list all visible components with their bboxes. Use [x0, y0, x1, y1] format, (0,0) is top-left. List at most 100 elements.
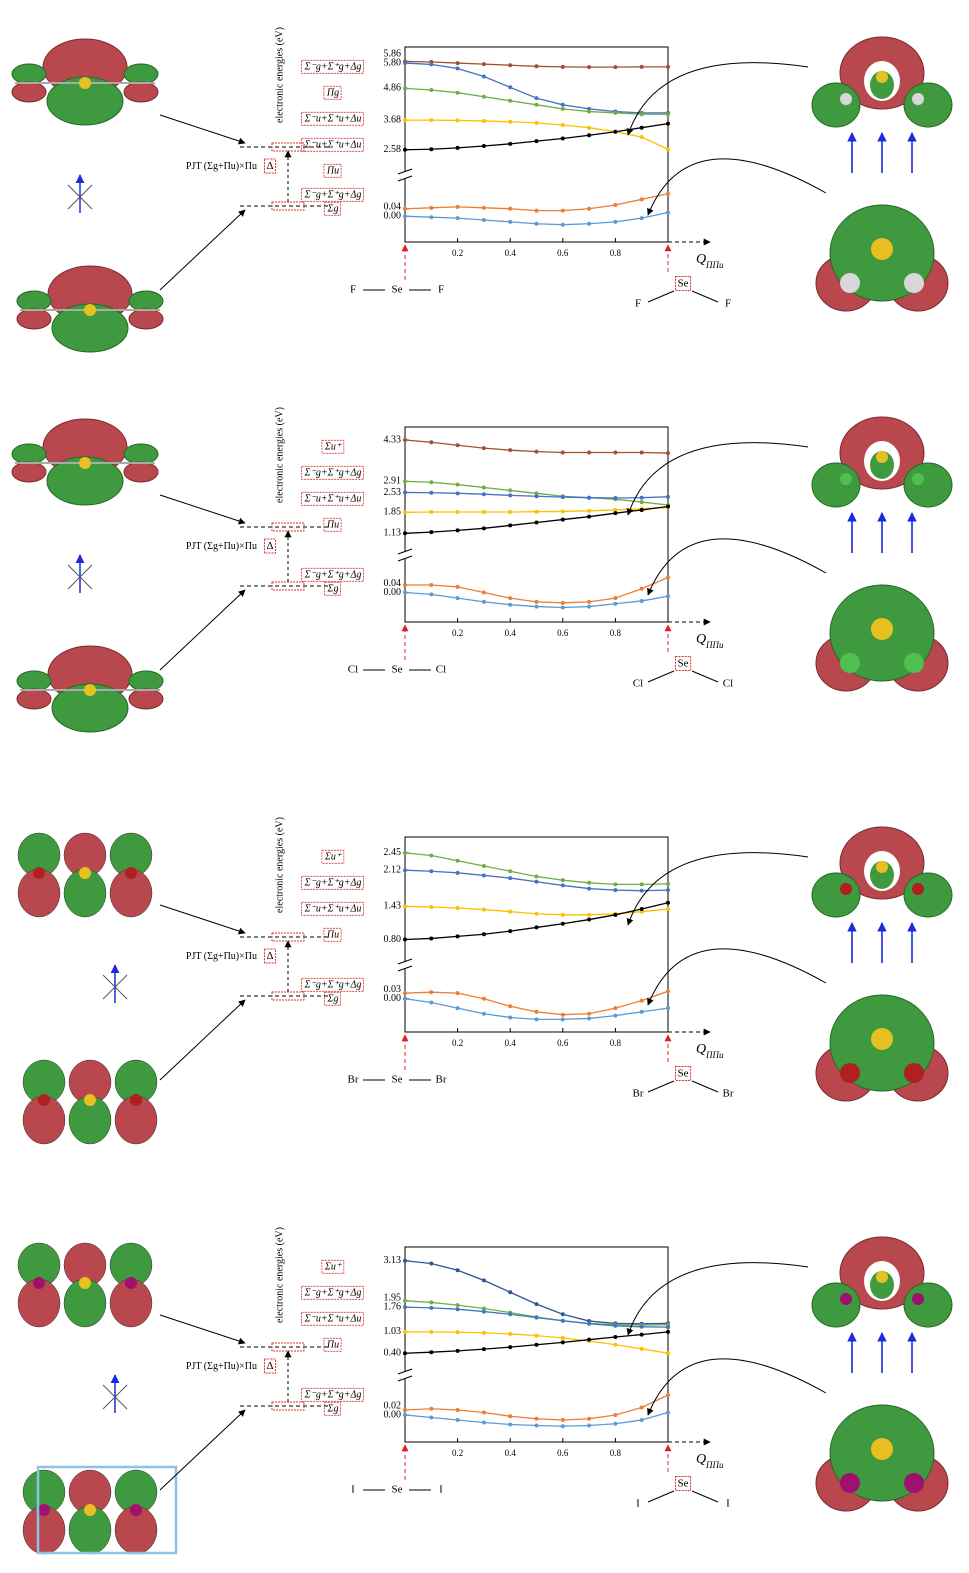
data-point [482, 1421, 486, 1425]
data-point [666, 594, 670, 598]
data-point [535, 1334, 539, 1338]
data-point [666, 192, 670, 196]
data-point [456, 528, 460, 532]
x-tick-label: 0.8 [610, 248, 622, 258]
orbital-lobe [904, 83, 952, 127]
pointer-arrow [160, 905, 245, 933]
pointer-arrow [160, 115, 245, 143]
state-label: Σ⁻u+Σ⁺u+Δu [304, 113, 362, 124]
data-point [587, 887, 591, 891]
data-point [535, 510, 539, 514]
data-point [429, 440, 433, 444]
data-point [429, 869, 433, 873]
atom-label: Se [678, 658, 689, 670]
pointer-arrow [160, 1000, 245, 1080]
x-tick-label: 0.2 [452, 1448, 463, 1458]
atom-label: Br [633, 1088, 644, 1100]
data-point [613, 496, 617, 500]
atom-label: F [725, 298, 731, 310]
data-point [587, 451, 591, 455]
data-point [456, 906, 460, 910]
data-point [482, 75, 486, 79]
data-point [508, 510, 512, 514]
atom-label: Br [723, 1088, 734, 1100]
data-point [429, 1416, 433, 1420]
data-point [561, 922, 565, 926]
curved-arrow [648, 539, 826, 595]
data-point [535, 521, 539, 525]
atom [912, 93, 924, 105]
state-label: Σ⁻u+Σ⁺u+Δu [304, 139, 362, 150]
data-point [403, 868, 407, 872]
x-tick-label: 0.4 [505, 1038, 517, 1048]
data-point [640, 907, 644, 911]
atom-label: Se [678, 1478, 689, 1490]
data-point [640, 65, 644, 69]
atom [79, 77, 91, 89]
atom [84, 1504, 96, 1516]
atom [912, 883, 924, 895]
orbital-lobe [17, 309, 51, 329]
data-point [640, 1347, 644, 1351]
data-point [535, 1017, 539, 1021]
y-tick-label: 2.12 [384, 864, 402, 875]
plot-frame [405, 47, 668, 242]
data-point [535, 880, 539, 884]
data-point [482, 864, 486, 868]
data-point [561, 107, 565, 111]
data-point [508, 1016, 512, 1020]
data-point [482, 218, 486, 222]
data-point [403, 997, 407, 1001]
data-point [403, 1330, 407, 1334]
series-line [405, 1395, 668, 1420]
data-point [508, 120, 512, 124]
data-point [456, 934, 460, 938]
x-axis-label-sub: ΠΠu [705, 1050, 724, 1060]
y-tick-label: 3.68 [384, 114, 402, 125]
data-point [429, 206, 433, 210]
atom [876, 451, 888, 463]
series-line [405, 853, 668, 885]
data-point [587, 207, 591, 211]
data-point [613, 1343, 617, 1347]
atom [79, 1277, 91, 1289]
y-axis-label: electronic energies (eV) [274, 27, 285, 123]
data-point [508, 99, 512, 103]
data-point [587, 110, 591, 114]
y-tick-label: 1.13 [384, 528, 402, 539]
data-point [429, 1330, 433, 1334]
state-label: Σ⁻g+Σ⁺g+Δg [304, 979, 362, 990]
state-label: Σ⁻u+Σ⁺u+Δu [304, 1313, 362, 1324]
data-point [535, 1424, 539, 1428]
data-point [640, 135, 644, 139]
data-point [666, 1411, 670, 1415]
data-point [403, 1259, 407, 1263]
data-point [456, 1418, 460, 1422]
atom [84, 684, 96, 696]
atom [33, 867, 45, 879]
data-point [456, 1307, 460, 1311]
data-point [613, 1335, 617, 1339]
data-point [403, 1413, 407, 1417]
orbital-lobe [17, 671, 51, 691]
x-tick-label: 0.6 [557, 248, 569, 258]
data-point [482, 932, 486, 936]
atom-label: Br [436, 1074, 447, 1086]
data-point [429, 1300, 433, 1304]
data-point [613, 511, 617, 515]
data-point [666, 504, 670, 508]
atom-label: F [438, 284, 444, 296]
atom [912, 1293, 924, 1305]
data-point [482, 446, 486, 450]
x-axis-label: Q [696, 252, 706, 267]
y-tick-label: 0.80 [384, 934, 402, 945]
data-point [456, 871, 460, 875]
data-point [666, 122, 670, 126]
data-point [535, 121, 539, 125]
x-tick-label: 0.8 [610, 628, 622, 638]
atom-label: Se [678, 1068, 689, 1080]
atom [876, 861, 888, 873]
orbital-lobe [17, 689, 51, 709]
data-point [456, 61, 460, 65]
data-point [456, 483, 460, 487]
